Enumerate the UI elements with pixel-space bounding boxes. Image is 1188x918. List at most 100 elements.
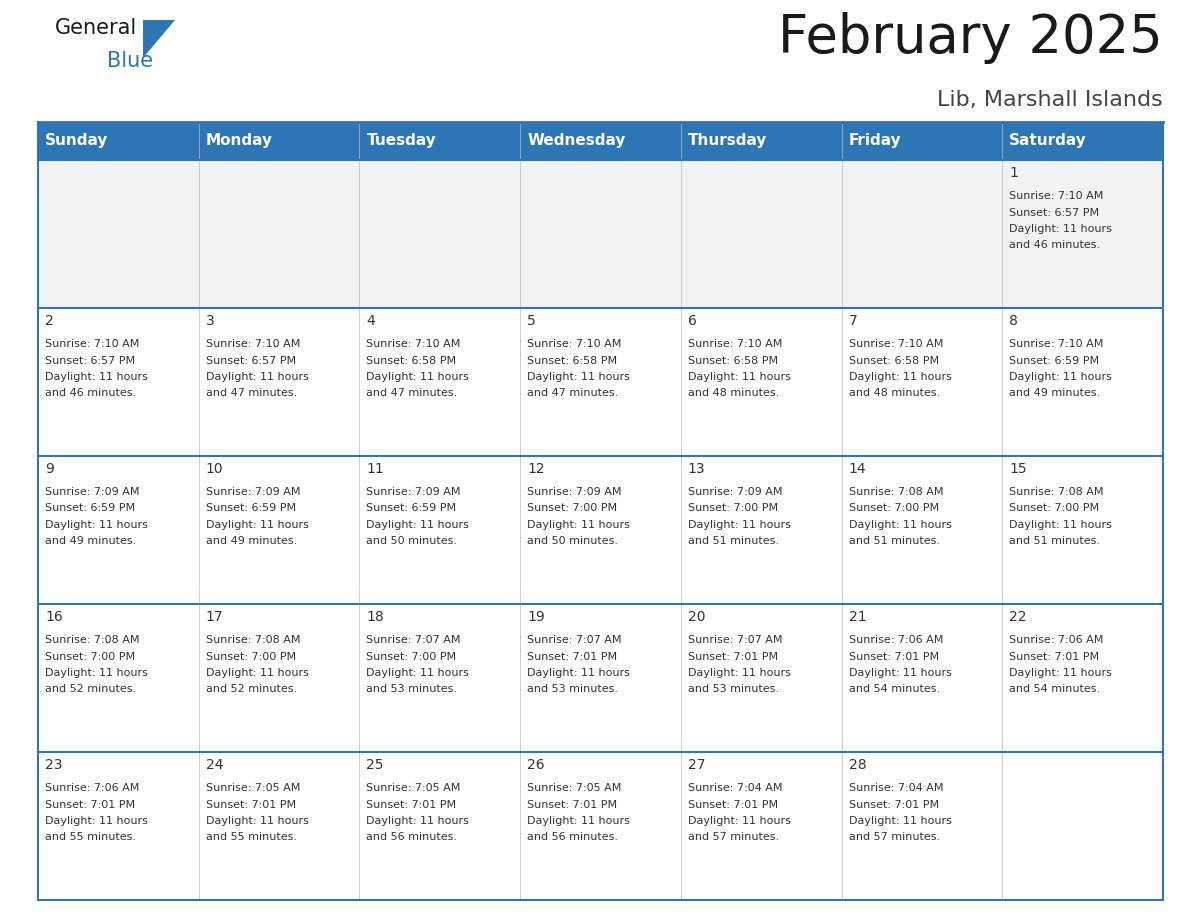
Text: Sunset: 6:58 PM: Sunset: 6:58 PM [688,355,778,365]
Text: 10: 10 [206,462,223,476]
Text: Daylight: 11 hours: Daylight: 11 hours [848,520,952,530]
Text: and 51 minutes.: and 51 minutes. [688,536,779,546]
Text: Sunrise: 7:10 AM: Sunrise: 7:10 AM [1010,191,1104,201]
Text: 12: 12 [527,462,545,476]
Bar [841,160,1003,308]
Text: 11: 11 [366,462,384,476]
Bar [1003,308,1163,456]
Text: Sunset: 7:01 PM: Sunset: 7:01 PM [688,800,778,810]
Text: General: General [55,18,138,38]
Text: Sunrise: 7:10 AM: Sunrise: 7:10 AM [527,339,621,349]
Text: and 46 minutes.: and 46 minutes. [1010,241,1100,251]
Text: Sunset: 6:58 PM: Sunset: 6:58 PM [366,355,456,365]
Text: Sunset: 7:01 PM: Sunset: 7:01 PM [527,800,618,810]
Bar [38,160,198,308]
Text: Sunrise: 7:05 AM: Sunrise: 7:05 AM [366,783,461,793]
Text: Sunrise: 7:10 AM: Sunrise: 7:10 AM [848,339,943,349]
Text: 6: 6 [688,314,696,328]
Text: Daylight: 11 hours: Daylight: 11 hours [1010,668,1112,678]
Text: Daylight: 11 hours: Daylight: 11 hours [45,668,147,678]
Bar [681,604,841,752]
Bar [520,308,681,456]
Text: 19: 19 [527,610,545,624]
Text: Daylight: 11 hours: Daylight: 11 hours [527,816,630,826]
Text: 1: 1 [1010,166,1018,180]
Text: 7: 7 [848,314,858,328]
Text: and 57 minutes.: and 57 minutes. [688,833,779,843]
Text: Sunrise: 7:06 AM: Sunrise: 7:06 AM [45,783,139,793]
Text: Daylight: 11 hours: Daylight: 11 hours [527,372,630,382]
Bar [841,604,1003,752]
Bar [520,456,681,604]
Text: and 57 minutes.: and 57 minutes. [848,833,940,843]
Text: Daylight: 11 hours: Daylight: 11 hours [45,520,147,530]
Text: and 55 minutes.: and 55 minutes. [206,833,297,843]
Text: Sunrise: 7:07 AM: Sunrise: 7:07 AM [527,635,621,645]
Text: Sunset: 6:59 PM: Sunset: 6:59 PM [45,503,135,513]
Bar [841,456,1003,604]
Text: Daylight: 11 hours: Daylight: 11 hours [848,668,952,678]
Text: Sunset: 7:01 PM: Sunset: 7:01 PM [848,652,939,662]
Text: Daylight: 11 hours: Daylight: 11 hours [45,816,147,826]
Text: Sunset: 7:00 PM: Sunset: 7:00 PM [45,652,135,662]
Text: and 51 minutes.: and 51 minutes. [848,536,940,546]
Text: 8: 8 [1010,314,1018,328]
Text: and 50 minutes.: and 50 minutes. [527,536,618,546]
Bar [681,752,841,900]
Text: Lib, Marshall Islands: Lib, Marshall Islands [937,90,1163,110]
Text: Sunset: 6:59 PM: Sunset: 6:59 PM [1010,355,1099,365]
Text: Sunrise: 7:09 AM: Sunrise: 7:09 AM [206,487,301,497]
Text: Daylight: 11 hours: Daylight: 11 hours [1010,372,1112,382]
Text: and 53 minutes.: and 53 minutes. [527,685,618,695]
Text: and 50 minutes.: and 50 minutes. [366,536,457,546]
Text: and 52 minutes.: and 52 minutes. [45,685,137,695]
Bar [360,122,520,160]
Text: Sunrise: 7:09 AM: Sunrise: 7:09 AM [366,487,461,497]
Text: Sunset: 7:01 PM: Sunset: 7:01 PM [206,800,296,810]
Text: Blue: Blue [107,51,153,71]
Text: and 49 minutes.: and 49 minutes. [206,536,297,546]
Text: Sunrise: 7:06 AM: Sunrise: 7:06 AM [848,635,943,645]
Bar [360,752,520,900]
Text: Sunrise: 7:10 AM: Sunrise: 7:10 AM [688,339,782,349]
Bar [841,122,1003,160]
Text: 28: 28 [848,758,866,772]
Text: Sunset: 6:59 PM: Sunset: 6:59 PM [366,503,456,513]
Text: Daylight: 11 hours: Daylight: 11 hours [206,372,309,382]
Text: 27: 27 [688,758,706,772]
Text: Sunset: 6:58 PM: Sunset: 6:58 PM [527,355,618,365]
Bar [681,456,841,604]
Text: Daylight: 11 hours: Daylight: 11 hours [688,816,791,826]
Bar [520,160,681,308]
Text: and 54 minutes.: and 54 minutes. [848,685,940,695]
Bar [198,122,360,160]
Text: Sunset: 6:57 PM: Sunset: 6:57 PM [1010,207,1099,218]
Text: and 46 minutes.: and 46 minutes. [45,388,137,398]
Text: and 53 minutes.: and 53 minutes. [688,685,779,695]
Bar [38,122,198,160]
Text: Sunrise: 7:09 AM: Sunrise: 7:09 AM [45,487,139,497]
Text: Sunset: 7:01 PM: Sunset: 7:01 PM [366,800,456,810]
Text: Sunday: Sunday [45,133,108,149]
Bar [681,308,841,456]
Text: Sunset: 7:00 PM: Sunset: 7:00 PM [848,503,939,513]
Text: and 56 minutes.: and 56 minutes. [366,833,457,843]
Bar [1003,122,1163,160]
Text: 18: 18 [366,610,384,624]
Text: Sunset: 7:00 PM: Sunset: 7:00 PM [527,503,618,513]
Text: Saturday: Saturday [1010,133,1087,149]
Text: 2: 2 [45,314,53,328]
Bar [360,456,520,604]
Text: and 49 minutes.: and 49 minutes. [45,536,137,546]
Text: Sunset: 7:01 PM: Sunset: 7:01 PM [1010,652,1099,662]
Text: Sunset: 7:00 PM: Sunset: 7:00 PM [366,652,456,662]
Text: and 47 minutes.: and 47 minutes. [527,388,619,398]
Text: and 48 minutes.: and 48 minutes. [848,388,940,398]
Bar [520,604,681,752]
Text: and 52 minutes.: and 52 minutes. [206,685,297,695]
Bar [681,160,841,308]
Bar [1003,160,1163,308]
Text: 9: 9 [45,462,53,476]
Bar [360,308,520,456]
Text: Sunset: 7:01 PM: Sunset: 7:01 PM [45,800,135,810]
